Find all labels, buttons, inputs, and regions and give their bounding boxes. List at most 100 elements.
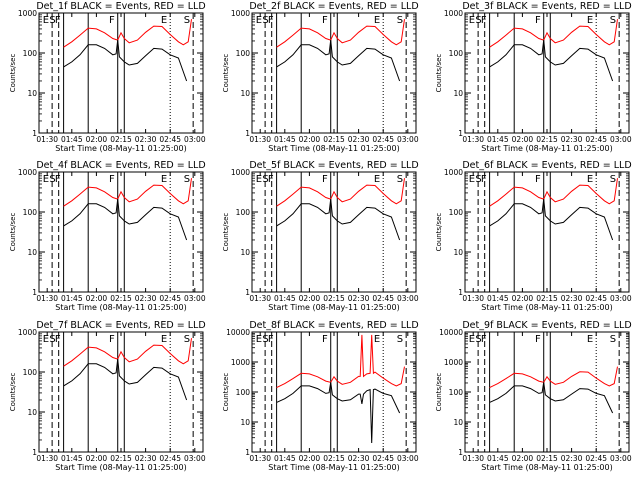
x-tick-label: 02:00 [86,294,108,303]
marker-label: E [256,334,262,345]
y-tick-label: 1 [458,129,463,138]
marker-label: F [55,334,61,345]
marker-label: F [55,15,61,26]
x-tick-label: 02:00 [512,294,534,303]
x-tick-label: 02:15 [110,454,132,463]
x-tick-label: 02:45 [372,135,394,144]
events-series-line [276,382,401,444]
y-tick-label: 1000 [18,328,37,337]
y-tick-label: 10 [240,418,250,427]
y-tick-label: 10000 [439,328,463,337]
y-tick-label: 1000 [444,358,463,367]
marker-label: E [43,174,49,185]
x-tick-label: 01:45 [61,294,83,303]
x-axis-label: Start Time (08-May-11 01:25:00) [481,463,612,472]
x-tick-label: 02:00 [299,294,321,303]
events-series-line [489,40,614,82]
lld-series-line [63,19,192,48]
x-tick-label: 02:30 [561,135,583,144]
chart-title: Det_7f BLACK = Events, RED = LLD [36,320,205,331]
x-tick-label: 01:45 [274,135,296,144]
x-tick-label: 02:30 [561,454,583,463]
x-tick-label: 01:45 [274,294,296,303]
marker-label: E [43,15,49,26]
marker-label: F [481,334,487,345]
chart-title: Det_8f BLACK = Events, RED = LLD [249,320,418,331]
chart-title: Det_5f BLACK = Events, RED = LLD [249,160,418,171]
marker-label: F [268,15,274,26]
y-axis-label: Counts/sec [9,373,17,412]
marker-label: S [397,334,403,345]
x-tick-label: 02:15 [323,454,345,463]
x-tick-label: 02:00 [86,454,108,463]
lld-series-line [489,19,618,48]
y-axis-label: Counts/sec [435,54,443,93]
x-tick-label: 03:00 [610,294,632,303]
chart-title: Det_4f BLACK = Events, RED = LLD [36,160,205,171]
marker-label: F [268,334,274,345]
x-tick-label: 02:45 [585,294,607,303]
x-tick-label: 02:15 [536,135,558,144]
x-tick-label: 03:00 [610,135,632,144]
y-axis-label: Counts/sec [9,213,17,252]
marker-label: F [109,334,115,345]
y-tick-label: 10 [453,248,463,257]
events-series-line [489,382,614,414]
chart-title: Det_9f BLACK = Events, RED = LLD [462,320,631,331]
x-tick-label: 02:30 [348,135,370,144]
marker-label: E [469,174,475,185]
y-tick-label: 100 [236,49,251,58]
x-tick-label: 01:45 [487,135,509,144]
x-axis-label: Start Time (08-May-11 01:25:00) [481,303,612,312]
chart-title: Det_3f BLACK = Events, RED = LLD [462,1,631,12]
x-tick-label: 03:00 [184,454,206,463]
y-tick-label: 100 [23,368,38,377]
marker-label: F [268,174,274,185]
marker-label: E [374,174,380,185]
y-tick-label: 100 [23,49,38,58]
marker-label: F [481,174,487,185]
marker-label: S [475,15,481,26]
lld-series-line [276,19,405,48]
x-axis-label: Start Time (08-May-11 01:25:00) [268,463,399,472]
x-tick-label: 01:30 [249,454,271,463]
marker-label: E [256,15,262,26]
x-tick-label: 02:45 [159,294,181,303]
marker-label: F [535,15,541,26]
marker-label: S [49,334,55,345]
y-axis-label: Counts/sec [222,213,230,252]
marker-label: E [161,15,167,26]
x-tick-label: 01:30 [36,294,58,303]
y-tick-label: 10 [240,89,250,98]
marker-label: S [184,15,190,26]
events-series-line [276,40,401,82]
chart-title: Det_6f BLACK = Events, RED = LLD [462,160,631,171]
x-tick-label: 02:45 [372,294,394,303]
marker-label: S [475,174,481,185]
y-axis-label: Counts/sec [222,54,230,93]
x-tick-label: 01:45 [274,454,296,463]
chart-title: Det_1f BLACK = Events, RED = LLD [36,1,205,12]
marker-label: F [322,15,328,26]
x-tick-label: 01:30 [36,135,58,144]
y-tick-label: 1 [458,288,463,297]
events-series-line [63,199,188,241]
x-axis-label: Start Time (08-May-11 01:25:00) [55,144,186,153]
marker-label: E [587,174,593,185]
marker-label: F [109,15,115,26]
y-tick-label: 1 [245,129,250,138]
events-series-line [276,199,401,241]
marker-label: S [475,334,481,345]
lld-series-line [276,178,405,207]
marker-label: E [374,15,380,26]
x-tick-label: 01:30 [36,454,58,463]
y-tick-label: 1000 [444,9,463,18]
y-tick-label: 100 [449,49,464,58]
marker-label: S [397,174,403,185]
y-tick-label: 1000 [18,9,37,18]
x-tick-label: 01:45 [61,454,83,463]
y-tick-label: 10 [27,89,37,98]
